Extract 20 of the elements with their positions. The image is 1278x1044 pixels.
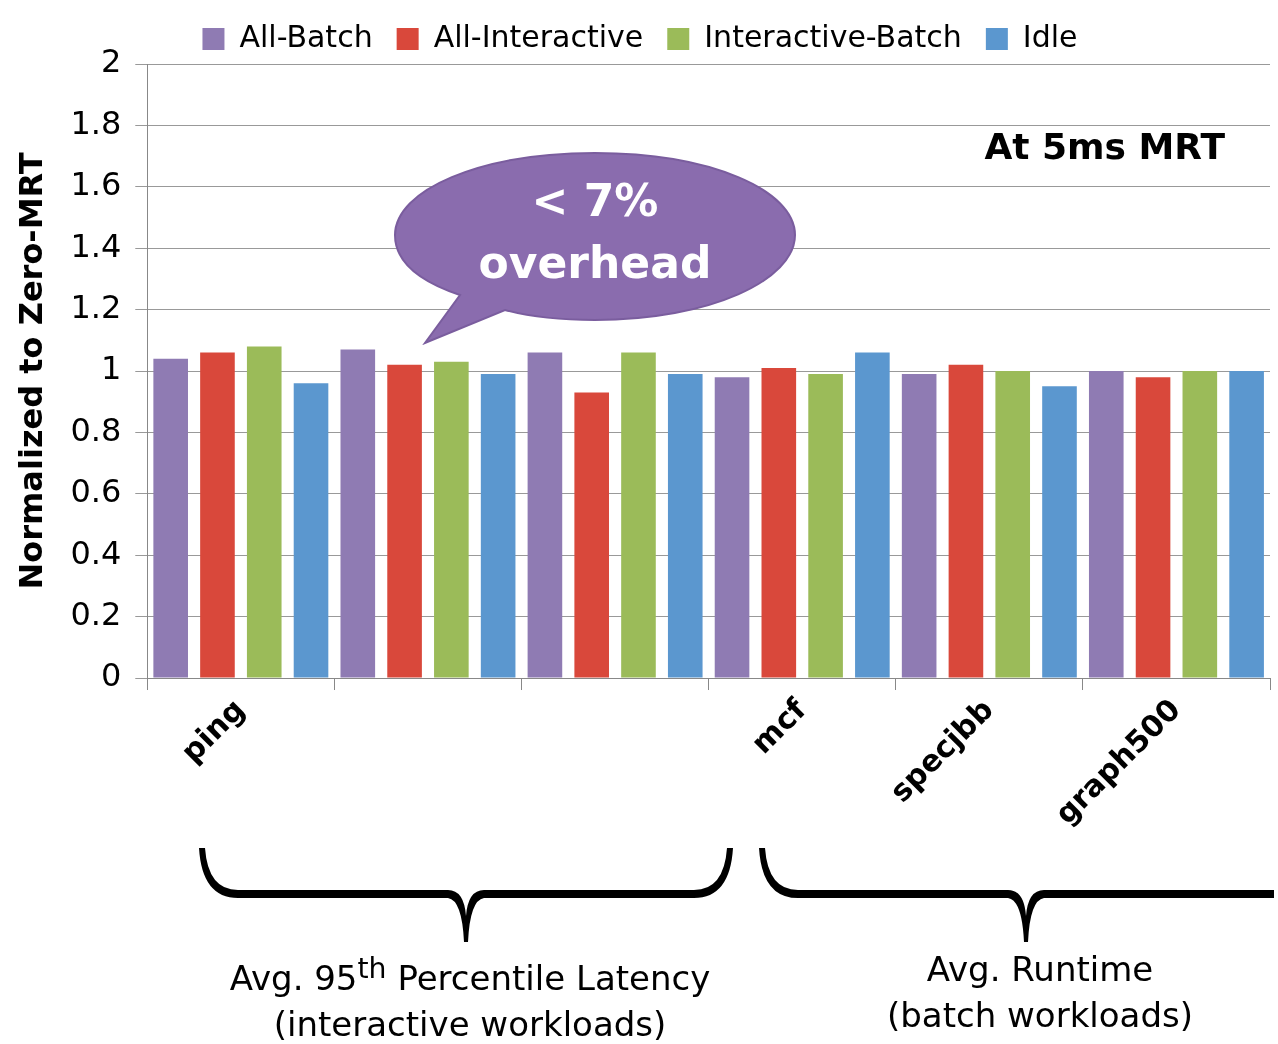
y-tick-label: 0 [100, 656, 122, 695]
y-tick-label: 0.8 [70, 410, 122, 449]
y-tick-label: 1.8 [70, 103, 122, 142]
y-tick-label: 1 [100, 349, 122, 388]
y-tick-label: 0.6 [70, 472, 122, 511]
y-tick-label: 1.4 [70, 226, 122, 265]
y-axis-title: Normalized to Zero-MRT [11, 152, 50, 590]
y-tick-label: 1.2 [70, 287, 122, 326]
text: Avg. Runtime (batch workloads) [886, 948, 1194, 1037]
y-tick-label: 0.4 [70, 533, 122, 572]
legend-label: Idle [1022, 18, 1078, 54]
annotation: At 5ms MRT [984, 126, 1226, 168]
annotation: < 7% overhead [477, 174, 713, 290]
y-tick-label: 2 [100, 42, 122, 81]
y-tick-label: 1.6 [70, 165, 122, 204]
legend-label: All-Interactive [433, 18, 644, 54]
text: Avg. 95$^{th}$ Percentile Latency (interactive workloads) [228, 951, 712, 1044]
legend-label: Interactive-Batch [704, 18, 962, 54]
y-tick-label: 0.2 [70, 594, 122, 633]
legend-label: All-Batch [239, 18, 373, 54]
